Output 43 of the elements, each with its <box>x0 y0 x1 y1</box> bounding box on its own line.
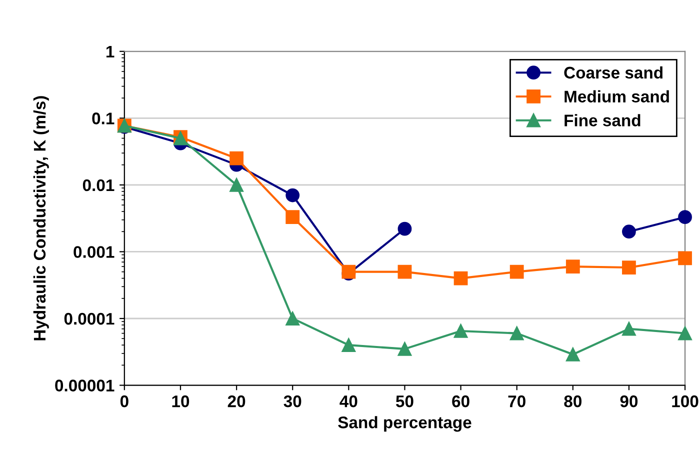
x-tick-label: 0 <box>120 395 128 408</box>
y-tick-label: 0.00001 <box>55 380 114 392</box>
x-tick-label: 90 <box>620 395 638 408</box>
point <box>622 224 636 239</box>
point <box>510 326 524 340</box>
y-tick-label: 1 <box>106 46 114 58</box>
point <box>286 312 300 326</box>
x-tick-label: 60 <box>452 395 470 408</box>
point <box>678 251 692 266</box>
point <box>622 260 636 274</box>
point <box>510 264 524 279</box>
legend-label: Coarse sand <box>564 66 662 79</box>
point <box>678 326 692 340</box>
point <box>566 260 580 274</box>
point <box>230 178 244 192</box>
x-tick-label: 40 <box>340 395 358 408</box>
point <box>398 222 412 236</box>
y-tick-label: 0.0001 <box>64 312 114 325</box>
point <box>286 210 300 224</box>
x-tick-label: 100 <box>672 395 698 408</box>
x-axis-title: Sand percentage <box>338 416 472 432</box>
point <box>678 210 692 224</box>
point <box>622 322 636 336</box>
x-tick-label: 20 <box>228 395 246 408</box>
point <box>398 342 412 356</box>
point <box>398 264 412 279</box>
x-tick-label: 80 <box>564 395 582 408</box>
x-tick-label: 30 <box>284 395 302 408</box>
point <box>566 347 580 362</box>
y-axis-title: Hydraulic Conductivity, K (m/s) <box>33 96 49 340</box>
x-tick-label: 50 <box>396 395 414 408</box>
y-tick-label: 0.01 <box>82 179 114 192</box>
point <box>286 188 300 202</box>
point <box>342 338 356 352</box>
y-tick-label: 0.001 <box>74 246 114 258</box>
point <box>454 271 468 286</box>
legend-label: Medium sand <box>564 90 669 102</box>
x-tick-label: 70 <box>508 395 526 408</box>
legend-label: Fine sand <box>564 114 640 126</box>
x-tick-label: 10 <box>172 395 190 408</box>
y-tick-label: 0.1 <box>92 112 114 124</box>
point <box>454 324 468 338</box>
point <box>230 151 244 166</box>
